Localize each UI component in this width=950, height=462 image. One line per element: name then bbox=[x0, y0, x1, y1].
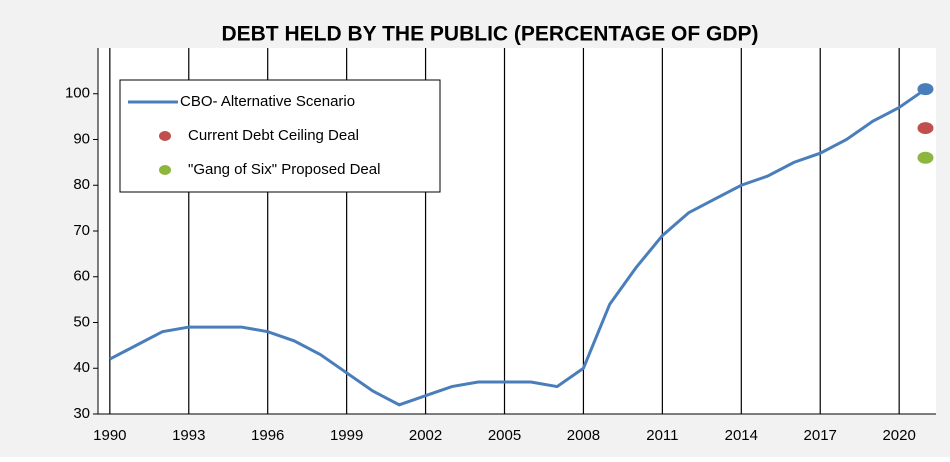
x-tick-label: 1990 bbox=[93, 427, 126, 444]
y-tick-label: 40 bbox=[73, 359, 90, 376]
legend-box bbox=[119, 79, 441, 193]
legend-label: "Gang of Six" Proposed Deal bbox=[188, 161, 380, 178]
end-marker bbox=[917, 83, 934, 96]
legend-label: Current Debt Ceiling Deal bbox=[188, 127, 359, 144]
x-tick-label: 2011 bbox=[646, 427, 678, 444]
x-tick-label: 2002 bbox=[409, 427, 442, 444]
y-tick-label: 30 bbox=[73, 405, 90, 422]
x-tick-label: 2020 bbox=[882, 427, 915, 444]
x-tick-label: 1996 bbox=[251, 427, 284, 444]
y-tick-label: 90 bbox=[73, 130, 90, 147]
y-tick-label: 100 bbox=[65, 85, 90, 102]
x-tick-label: 1999 bbox=[330, 427, 363, 444]
x-tick-label: 2008 bbox=[567, 427, 600, 444]
x-tick-label: 2005 bbox=[488, 427, 521, 444]
legend-marker bbox=[159, 131, 171, 141]
point bbox=[917, 151, 934, 164]
y-tick-label: 80 bbox=[73, 176, 90, 193]
y-tick-label: 50 bbox=[73, 313, 90, 330]
chart-title: DEBT HELD BY THE PUBLIC (PERCENTAGE OF G… bbox=[221, 23, 758, 46]
y-tick-label: 70 bbox=[73, 222, 90, 239]
x-tick-label: 2014 bbox=[725, 427, 758, 444]
x-tick-label: 1993 bbox=[172, 427, 205, 444]
y-tick-label: 60 bbox=[73, 268, 90, 285]
legend-label: CBO- Alternative Scenario bbox=[180, 93, 355, 110]
line bbox=[109, 87, 927, 407]
legend-marker bbox=[159, 165, 171, 175]
point bbox=[917, 122, 934, 135]
x-tick-label: 2017 bbox=[804, 427, 837, 444]
